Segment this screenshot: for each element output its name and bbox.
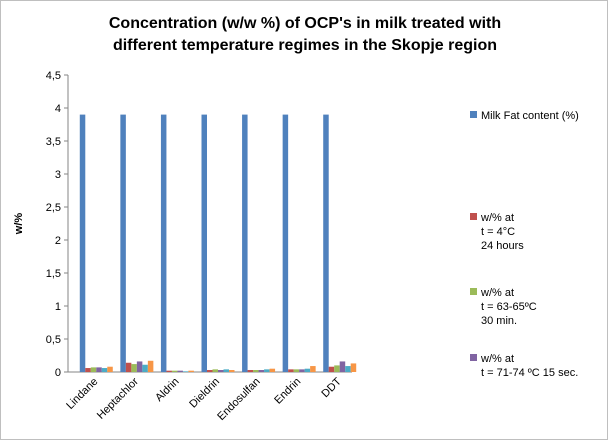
bar [258, 370, 265, 372]
bar [242, 114, 248, 372]
bar [288, 369, 294, 372]
y-tick-label: 3,5 [46, 136, 61, 148]
bar [212, 369, 218, 372]
bar [166, 370, 172, 372]
bar [207, 370, 213, 372]
legend-label: Milk Fat content (%) [481, 110, 579, 122]
bar [101, 368, 108, 372]
bar [131, 364, 137, 372]
bar [120, 114, 126, 372]
y-tick-label: 4,5 [46, 70, 61, 82]
chart-title: Concentration (w/w %) of OCP's in milk t… [109, 15, 501, 54]
bar [253, 370, 259, 372]
bar [293, 369, 300, 372]
bar [188, 370, 194, 372]
bar [264, 369, 270, 372]
legend-label: w/% at t = 63-65ºC 30 min. [480, 287, 537, 327]
bar [223, 369, 229, 372]
bar [229, 370, 235, 372]
bar [350, 363, 357, 372]
bar [160, 114, 167, 372]
y-tick-label: 4 [55, 103, 61, 115]
bar [282, 114, 289, 372]
bar [96, 367, 102, 372]
legend-label: w/% at t = 4°C 24 hours [480, 212, 524, 252]
legend-label: w/% at t = 71-74 ºC 15 sec. [480, 353, 578, 379]
bar [339, 361, 346, 372]
bar [304, 368, 311, 372]
bar [269, 368, 276, 372]
y-tick-label: 1,5 [46, 268, 61, 280]
y-axis-label: w/% [13, 213, 25, 236]
bar [79, 114, 86, 372]
bar [107, 366, 113, 372]
bar [218, 370, 224, 372]
bar [334, 365, 340, 372]
legend-swatch [470, 213, 477, 220]
y-tick-label: 2 [55, 235, 61, 247]
bar [171, 370, 178, 372]
bar [136, 361, 143, 372]
bar [201, 114, 207, 372]
bar [328, 366, 335, 372]
bar [182, 371, 189, 372]
bar [125, 362, 132, 372]
bar [177, 370, 183, 372]
y-tick-label: 3 [55, 169, 61, 181]
bar [90, 367, 97, 372]
legend-swatch [470, 288, 477, 295]
y-tick-label: 0 [55, 367, 61, 379]
y-tick-label: 1 [55, 301, 61, 313]
y-tick-label: 2,5 [46, 202, 61, 214]
bar [85, 368, 91, 372]
bar [345, 366, 351, 372]
bar [142, 364, 148, 372]
bar [310, 366, 316, 372]
bar [299, 369, 305, 372]
legend-swatch [470, 111, 477, 118]
y-tick-label: 0,5 [46, 334, 61, 346]
bar [247, 370, 254, 372]
legend-swatch [470, 354, 477, 361]
bar [147, 360, 154, 372]
bar [323, 114, 329, 372]
